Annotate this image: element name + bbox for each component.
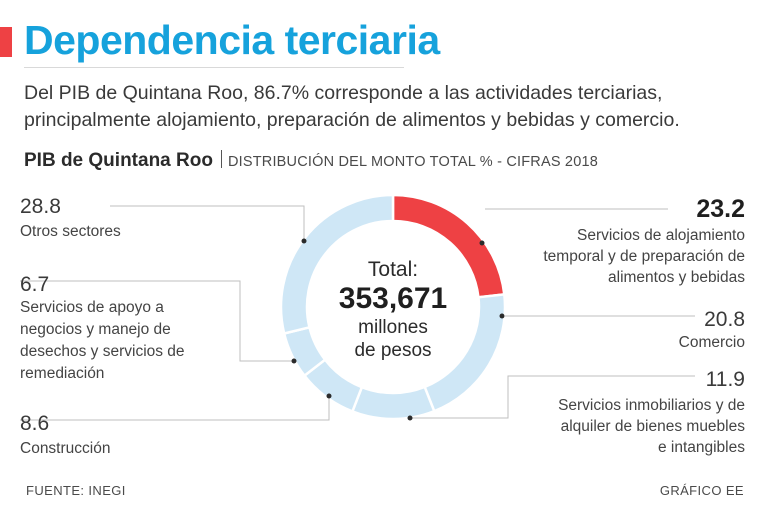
leader-dot-1 <box>479 240 485 246</box>
subtitle-line-1: Del PIB de Quintana Roo, 86.7% correspon… <box>24 82 663 104</box>
leader-line-5 <box>20 280 294 362</box>
leader-dot-5 <box>291 358 297 364</box>
slice-label-3-line-3: e intangibles <box>658 439 745 456</box>
leader-line-3 <box>410 375 695 419</box>
subtitle: Del PIB de Quintana Roo, 86.7% correspon… <box>24 80 764 134</box>
slice-label-5-line-1: Servicios de apoyo a <box>20 299 164 316</box>
slice-label-5-line-3: desechos y servicios de <box>20 343 185 360</box>
leader-dot-2 <box>499 313 505 319</box>
slice-label-3-line-1: Servicios inmobiliarios y de <box>558 397 745 414</box>
slice-label-3-line-2: alquiler de bienes muebles <box>561 418 746 435</box>
slice-value-5: 6.7 <box>20 273 49 296</box>
slice-label-1-line-3: alimentos y bebidas <box>608 269 745 286</box>
total-unit-line-2: de pesos <box>354 340 431 361</box>
leader-dot-4 <box>326 393 332 399</box>
chart-description: DISTRIBUCIÓN DEL MONTO TOTAL % - CIFRAS … <box>227 154 598 170</box>
subtitle-line-2: principalmente alojamiento, preparación … <box>24 109 680 131</box>
leader-line-6 <box>110 205 305 241</box>
total-value: 353,671 <box>339 282 447 315</box>
chart-header: PIB de Quintana Roo DISTRIBUCIÓN DEL MONT… <box>24 150 598 172</box>
page-title: Dependencia terciaria <box>24 17 440 63</box>
slice-label-5-line-2: negocios y manejo de <box>20 321 171 338</box>
source-note: FUENTE: INEGI <box>26 483 126 498</box>
leader-dot-3 <box>407 415 413 421</box>
slice-label-5-line-4: remediación <box>20 365 104 382</box>
chart-header-separator <box>220 150 222 168</box>
slice-value-3: 11.9 <box>706 368 745 391</box>
slice-label-4-line-1: Construcción <box>20 440 110 457</box>
title-accent-bar <box>0 27 12 57</box>
slice-value-4: 8.6 <box>20 412 49 435</box>
chart-name: PIB de Quintana Roo <box>24 150 213 171</box>
slice-label-2-line-1: Comercio <box>679 334 745 351</box>
slice-label-1-line-1: Servicios de alojamiento <box>577 227 745 244</box>
total-label: Total: <box>368 258 418 281</box>
donut-slice-3 <box>350 385 436 421</box>
slice-label-6-line-1: Otros sectores <box>20 223 121 240</box>
slice-value-6: 28.8 <box>20 195 61 218</box>
donut-slice-6 <box>279 193 395 335</box>
credit-note: GRÁFICO EE <box>659 483 744 498</box>
slice-value-1: 23.2 <box>696 195 745 223</box>
slice-value-2: 20.8 <box>704 308 745 331</box>
slice-label-1-line-2: temporal y de preparación de <box>543 248 745 265</box>
leader-dot-6 <box>301 238 307 244</box>
total-unit-line-1: millones <box>358 317 428 338</box>
title-divider <box>24 67 404 68</box>
leader-line-4 <box>20 396 330 421</box>
